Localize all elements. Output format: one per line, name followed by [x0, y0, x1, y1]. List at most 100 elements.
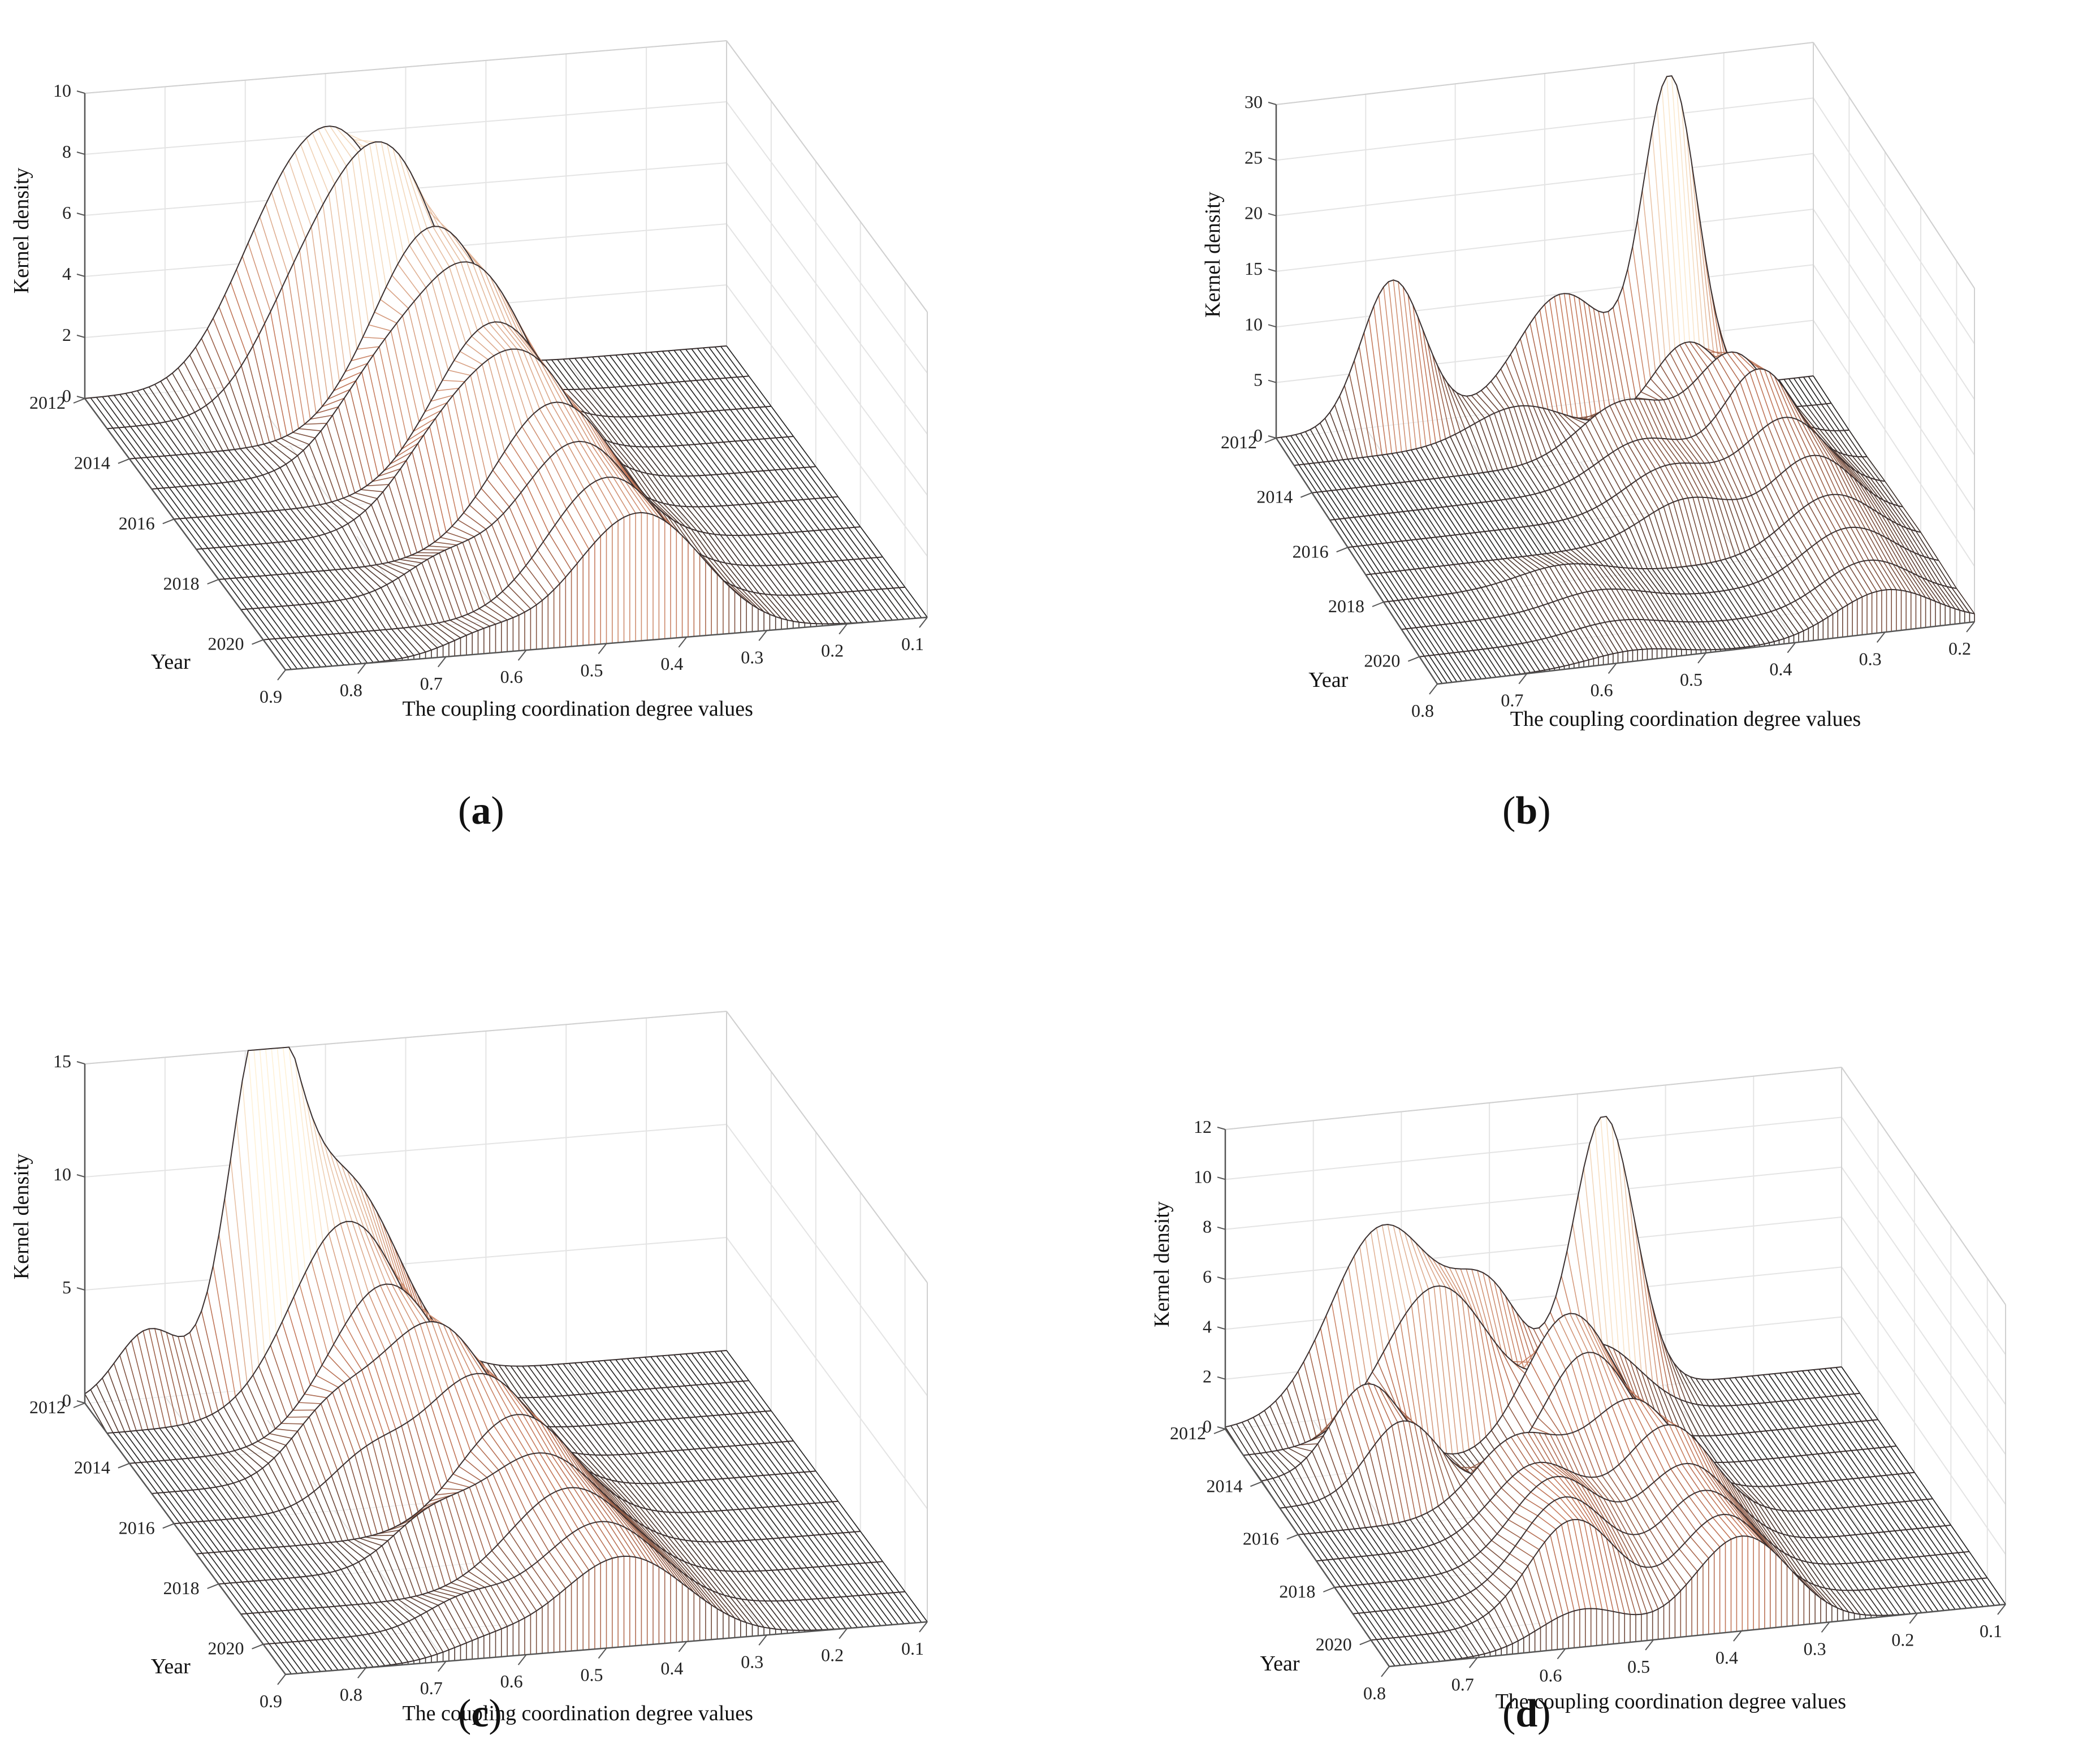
mesh-line [1645, 474, 1664, 507]
mesh-line [160, 380, 184, 418]
mesh-line [1858, 1478, 1877, 1505]
mesh-line [677, 1568, 701, 1597]
mesh-line [1319, 422, 1339, 461]
mesh-line [284, 509, 308, 539]
mesh-line [673, 1354, 697, 1386]
mesh-line [248, 544, 272, 575]
mesh-line [1342, 1278, 1362, 1391]
mesh-line [1770, 611, 1790, 638]
mesh-line [201, 1553, 225, 1584]
mesh-line [566, 509, 590, 549]
mesh-line [1856, 1562, 1876, 1590]
mesh-line [299, 428, 321, 431]
mesh-line [1692, 1464, 1712, 1491]
mesh-line [215, 1487, 239, 1518]
mesh-line [1947, 1581, 1967, 1609]
mesh-line [1768, 1374, 1788, 1401]
mesh-line [1295, 434, 1314, 464]
mesh-line [511, 1415, 534, 1454]
mesh-line [378, 1356, 402, 1426]
mesh-line [247, 1383, 270, 1434]
mesh-line [1658, 400, 1677, 440]
mesh-line [443, 1324, 466, 1377]
mesh-line [299, 604, 322, 635]
mesh-line [1767, 577, 1786, 607]
year-tick-label: 2020 [1316, 1634, 1352, 1654]
mesh-line [473, 1590, 496, 1631]
x-tick [1645, 1639, 1654, 1651]
mesh-line [1806, 425, 1825, 457]
mesh-line [275, 299, 299, 429]
mesh-line [243, 1517, 267, 1548]
mesh-line [1523, 611, 1542, 640]
mesh-line [602, 387, 626, 417]
mesh-line [513, 579, 537, 605]
mesh-line [426, 228, 450, 267]
mesh-line [198, 484, 221, 516]
mesh-line [1896, 523, 1915, 553]
mesh-line [837, 496, 861, 527]
mesh-line [654, 415, 677, 446]
mesh-line [748, 375, 772, 407]
mesh-line [1778, 527, 1797, 559]
z-tick [76, 396, 85, 399]
mesh-line [247, 356, 270, 443]
mesh-line [770, 1442, 793, 1474]
mesh-line [1956, 588, 1975, 614]
mesh-line [1678, 1369, 1698, 1405]
mesh-line [1778, 1549, 1797, 1575]
mesh-line [1829, 1564, 1848, 1591]
mesh-line [209, 483, 233, 515]
mesh-line [759, 406, 783, 438]
mesh-line [1900, 525, 1920, 555]
mesh-line [1527, 1432, 1547, 1463]
mesh-line [1522, 643, 1541, 672]
mesh-line [1440, 1573, 1460, 1598]
mesh-line [703, 1352, 726, 1383]
mesh-line [814, 1503, 838, 1534]
x-tick-label: 0.1 [901, 634, 924, 654]
mesh-line [394, 560, 416, 567]
mesh-line [1757, 1486, 1777, 1510]
mesh-line [158, 456, 182, 487]
mesh-line [1547, 1478, 1566, 1497]
mesh-line [1670, 593, 1688, 622]
mesh-line [256, 1471, 280, 1511]
mesh-line [1339, 518, 1358, 547]
mesh-line [1424, 479, 1443, 508]
mesh-line [1411, 539, 1430, 568]
mesh-line [370, 565, 393, 582]
mesh-line [265, 1049, 289, 1310]
mesh-line [1489, 618, 1508, 646]
mesh-line [648, 1420, 672, 1452]
mesh-line [506, 1386, 530, 1417]
mesh-line [618, 1454, 641, 1484]
mesh-line [815, 1470, 839, 1502]
mesh-line [1487, 560, 1506, 581]
mesh-line [192, 485, 215, 516]
mesh-line [1691, 565, 1710, 593]
mesh-line [1476, 393, 1495, 414]
mesh-line [1462, 1528, 1481, 1552]
mesh-line [1387, 1224, 1407, 1314]
mesh-line [781, 1442, 805, 1473]
ticks-b: 0.80.70.60.50.40.30.22012201420162018202… [1221, 92, 1975, 721]
mesh-line [1774, 531, 1793, 562]
mesh-line [726, 345, 750, 376]
mesh-line [309, 1640, 333, 1671]
mesh-line [1494, 617, 1513, 646]
mesh-line [1587, 511, 1606, 540]
mesh-line [685, 349, 708, 380]
mesh-line [825, 1534, 848, 1565]
mesh-line [1694, 463, 1713, 499]
mesh-line [317, 215, 340, 382]
mesh-line [1593, 1510, 1613, 1544]
year-tick-label: 2014 [74, 1457, 110, 1478]
mesh-line [390, 331, 414, 432]
density-curve-2016 [1347, 417, 1903, 575]
mesh-line [1853, 563, 1873, 594]
mesh-line [1627, 568, 1647, 592]
mesh-line [241, 1390, 264, 1438]
mesh-line [1576, 515, 1596, 544]
mesh-line [677, 413, 701, 444]
